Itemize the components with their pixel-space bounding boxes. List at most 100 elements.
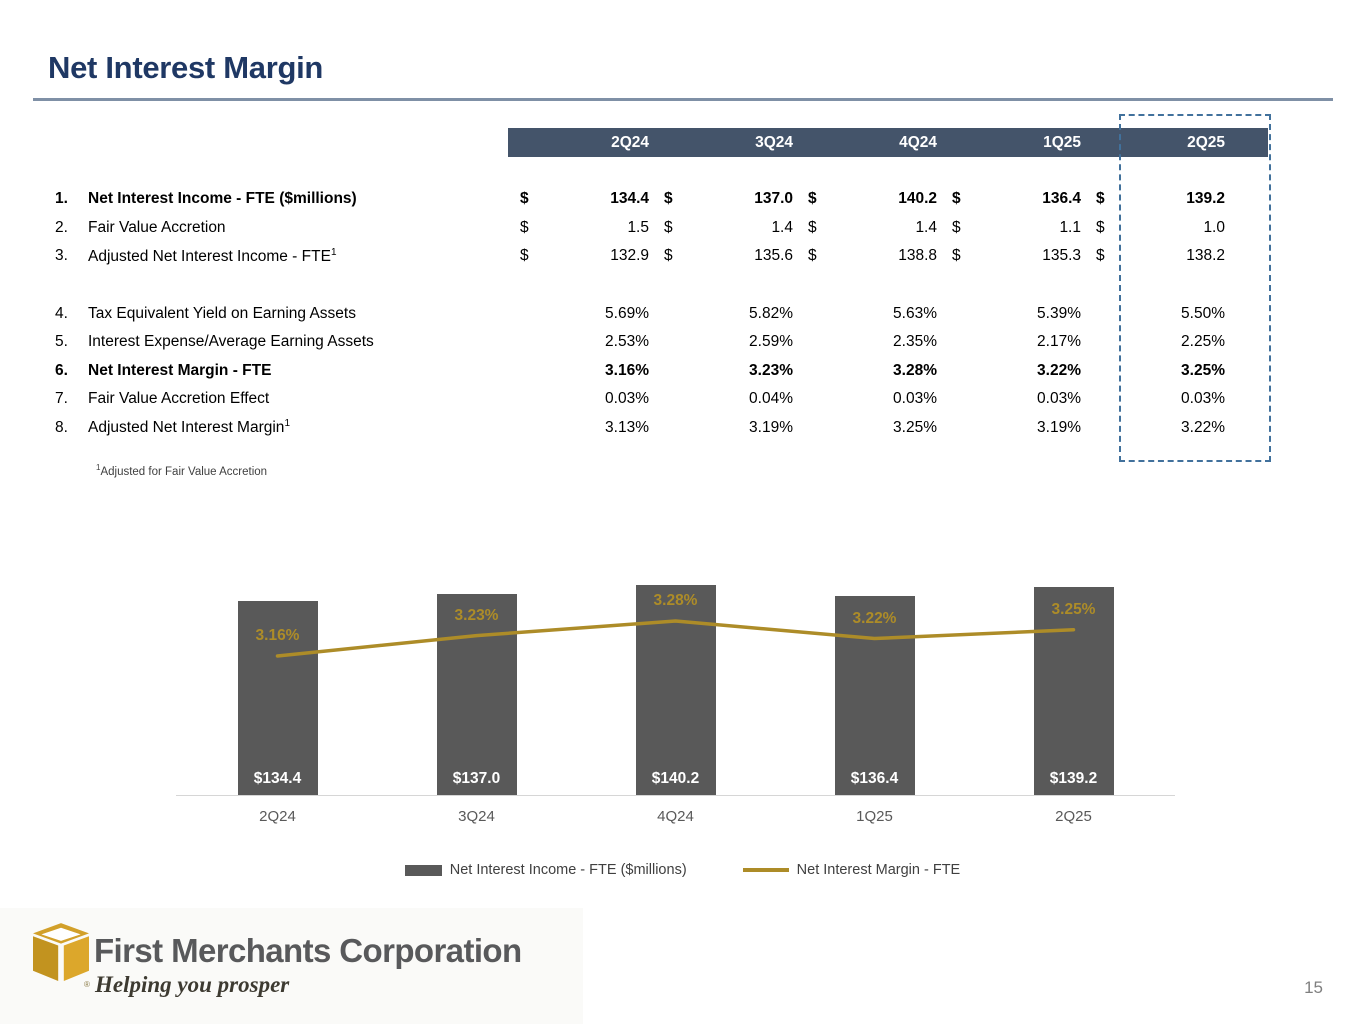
chart-slot-2Q25: $139.2 3.25% 2Q25 xyxy=(974,575,1173,825)
table-cell: 5.82% xyxy=(659,305,803,323)
table-cell: 2.17% xyxy=(947,333,1091,351)
footnote-sup: 1 xyxy=(96,463,101,472)
row-number: 5. xyxy=(55,333,68,351)
table-cell: 2.25% xyxy=(1091,333,1235,351)
footnote-text: Adjusted for Fair Value Accretion xyxy=(100,465,268,478)
dollar-sign: $ xyxy=(664,218,673,236)
x-axis-label: 2Q24 xyxy=(259,808,296,825)
cell-value: 140.2 xyxy=(898,190,937,208)
cell-value: 2.25% xyxy=(1181,333,1225,351)
cell-value: 3.22% xyxy=(1037,361,1081,379)
chart-plot-area: $134.4 3.16% 2Q24 $137.0 3.23% 3Q24 $140.2 3.28… xyxy=(178,575,1173,825)
nim-combo-chart: $134.4 3.16% 2Q24 $137.0 3.23% 3Q24 $140.2 3.28… xyxy=(176,575,1175,825)
first-merchants-box-logo-icon xyxy=(33,923,89,981)
chart-legend: Net Interest Income - FTE ($millions) Ne… xyxy=(0,862,1365,878)
cell-value: 2.59% xyxy=(749,333,793,351)
cell-value: 137.0 xyxy=(754,190,793,208)
table-row: 6. Net Interest Margin - FTE 3.16% 3.23% 3.2… xyxy=(55,357,1240,386)
cell-value: 3.19% xyxy=(1037,419,1081,437)
dollar-sign: $ xyxy=(1096,218,1105,236)
table-cell: 0.03% xyxy=(515,390,659,408)
column-header-4Q24: 4Q24 xyxy=(899,134,937,151)
table-cell: 3.16% xyxy=(515,362,659,380)
cell-value: 132.9 xyxy=(610,247,649,265)
table-row: 2. Fair Value Accretion $1.5 $1.4 $1.4 $1.1 $1… xyxy=(55,214,1240,243)
chart-slot-2Q24: $134.4 3.16% 2Q24 xyxy=(178,575,377,825)
table-cell: $1.4 xyxy=(659,219,803,237)
footer-background xyxy=(0,908,583,1024)
table-row: 1. Net Interest Income - FTE ($millions) $… xyxy=(55,185,1240,214)
cell-value: 5.69% xyxy=(605,304,649,322)
line-point-label: 3.23% xyxy=(454,606,499,624)
line-point-label: 3.28% xyxy=(653,592,698,609)
cell-value: 1.4 xyxy=(771,218,793,236)
dollar-sign: $ xyxy=(808,247,817,265)
cell-value: 1.4 xyxy=(915,218,937,236)
dollar-sign: $ xyxy=(952,218,961,236)
cell-value: 2.53% xyxy=(605,333,649,351)
cell-value: 1.1 xyxy=(1059,218,1081,236)
table-row xyxy=(55,271,1240,300)
table-cell: 0.03% xyxy=(947,390,1091,408)
bar-value-label: $137.0 xyxy=(452,770,501,787)
cell-value: 1.5 xyxy=(627,218,649,236)
table-cell: 3.19% xyxy=(659,419,803,437)
line-point-label: 3.25% xyxy=(1051,600,1096,618)
dollar-sign: $ xyxy=(1096,190,1105,208)
dollar-sign: $ xyxy=(952,247,961,265)
table-cell: $1.0 xyxy=(1091,219,1235,237)
bar-swatch-icon xyxy=(404,864,442,876)
table-cell: $134.4 xyxy=(515,190,659,208)
table-cell: $139.2 xyxy=(1091,190,1235,208)
table-cell: 5.50% xyxy=(1091,305,1235,323)
cell-value: 0.04% xyxy=(749,390,793,408)
table-column-headers: 2Q24 3Q24 4Q24 1Q25 2Q25 xyxy=(508,128,1268,157)
table-cell: 2.35% xyxy=(803,333,947,351)
dollar-sign: $ xyxy=(808,218,817,236)
table-footnote: 1Adjusted for Fair Value Accretion xyxy=(96,463,267,478)
row-label: Interest Expense/Average Earning Assets xyxy=(88,333,374,351)
table-cell: $136.4 xyxy=(947,190,1091,208)
table-cell: $137.0 xyxy=(659,190,803,208)
chart-slot-1Q25: $136.4 3.22% 1Q25 xyxy=(775,575,974,825)
table-cell: 3.19% xyxy=(947,419,1091,437)
column-header-1Q25: 1Q25 xyxy=(1043,134,1081,151)
table-cell: 3.13% xyxy=(515,419,659,437)
row-label: Adjusted Net Interest Margin1 xyxy=(88,418,290,437)
table-cell: $1.4 xyxy=(803,219,947,237)
page-title: Net Interest Margin xyxy=(48,50,324,85)
row-number: 4. xyxy=(55,304,68,322)
row-label: Adjusted Net Interest Income - FTE1 xyxy=(88,246,337,266)
cell-value: 0.03% xyxy=(1037,390,1081,408)
table-cell: $138.2 xyxy=(1091,247,1235,265)
cell-value: 3.22% xyxy=(1181,419,1225,437)
bar-value-label: $140.2 xyxy=(651,770,700,787)
dollar-sign: $ xyxy=(808,190,817,208)
cell-value: 3.19% xyxy=(749,419,793,437)
column-header-2Q25: 2Q25 xyxy=(1187,134,1225,151)
table-cell: 0.03% xyxy=(803,390,947,408)
table-cell: 0.03% xyxy=(1091,390,1235,408)
table-cell: 0.04% xyxy=(659,390,803,408)
row-number: 8. xyxy=(55,419,68,437)
row-label: Net Interest Margin - FTE xyxy=(88,361,272,379)
cell-value: 1.0 xyxy=(1203,218,1225,236)
line-point-label: 3.22% xyxy=(852,609,897,627)
dollar-sign: $ xyxy=(520,247,529,265)
company-tagline: Helping you prosper xyxy=(95,972,290,997)
table-cell: $132.9 xyxy=(515,247,659,265)
line-point-label: 3.16% xyxy=(255,627,300,644)
row-label: Fair Value Accretion xyxy=(88,218,226,236)
dollar-sign: $ xyxy=(520,190,529,208)
table-cell: 3.22% xyxy=(1091,419,1235,437)
table-row: 5. Interest Expense/Average Earning Asset… xyxy=(55,328,1240,357)
row-number: 3. xyxy=(55,247,68,265)
table-cell: 3.23% xyxy=(659,362,803,380)
cell-value: 135.3 xyxy=(1042,247,1081,265)
cell-value: 3.28% xyxy=(893,361,937,379)
row-label: Net Interest Income - FTE ($millions) xyxy=(88,190,357,208)
dollar-sign: $ xyxy=(952,190,961,208)
table-cell: 5.63% xyxy=(803,305,947,323)
cell-value: 5.63% xyxy=(893,304,937,322)
table-row: 4. Tax Equivalent Yield on Earning Assets… xyxy=(55,299,1240,328)
